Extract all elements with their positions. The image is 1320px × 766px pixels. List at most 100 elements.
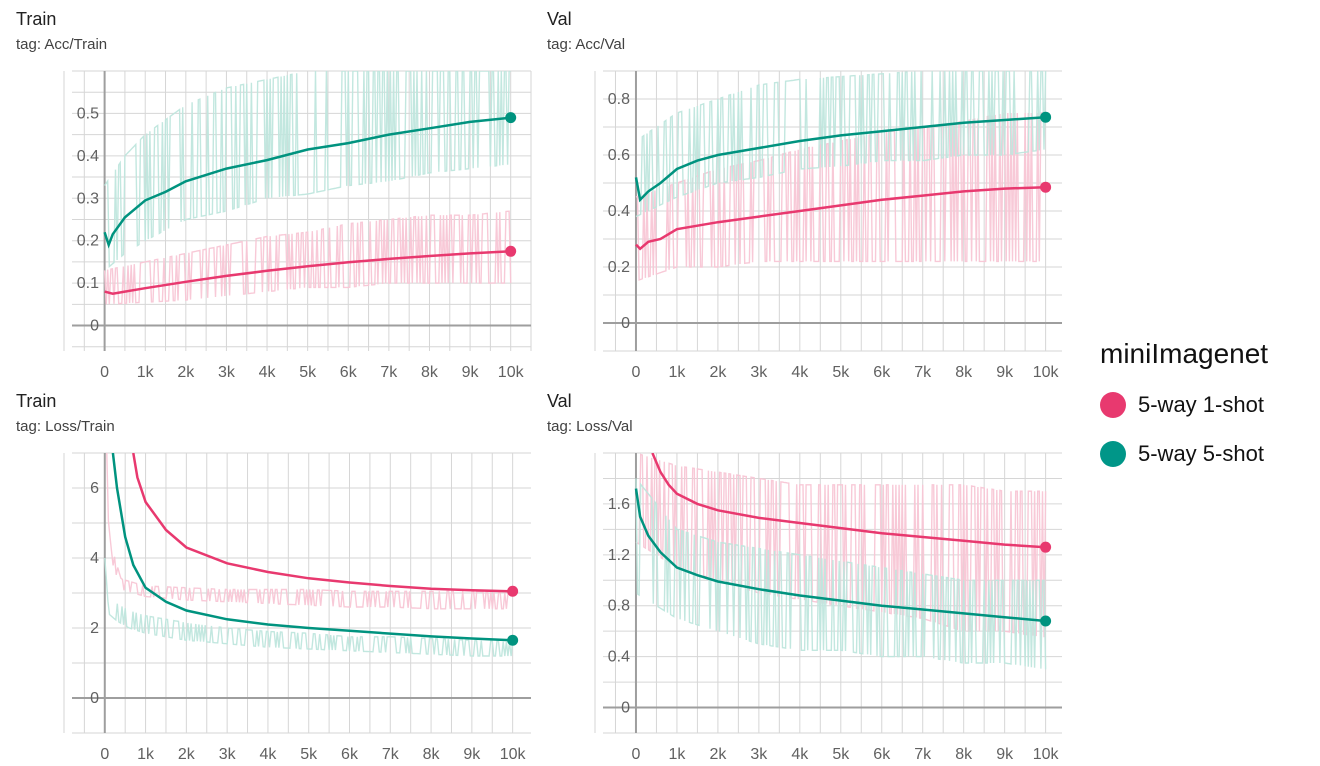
x-tick-label: 10k <box>500 746 527 763</box>
acc-train-panel: Train tag: Acc/Train 0 1k 2k 3k 4k 5k 6k 7k 8k 9k… <box>16 9 536 381</box>
y-tick-label: 0.6 <box>608 147 630 164</box>
y-tick-label: 0 <box>621 700 630 717</box>
x-tick-label: 5k <box>300 746 318 763</box>
x-tick-label: 8k <box>423 746 441 763</box>
chart-title: Train <box>16 391 57 411</box>
raw-series-5shot <box>104 557 514 657</box>
legend-item-5shot[interactable]: 5-way 5-shot <box>1100 429 1315 478</box>
x-tick-label: 3k <box>750 364 768 381</box>
raw-series-5shot <box>635 478 1047 670</box>
x-tick-label: 5k <box>299 364 317 381</box>
smoothed-line-5shot <box>111 453 513 642</box>
smoothed-line-1shot <box>132 453 513 593</box>
x-tick-label: 7k <box>914 364 932 381</box>
acc-val-chart: 0 1k 2k 3k 4k 5k 6k 7k 8k 9k 10k 0 0.2 0.4 0.6 0.8 <box>594 70 1062 381</box>
raw-series-1shot <box>106 453 513 610</box>
raw-series-5shot <box>635 71 1047 218</box>
chart-tag: tag: Acc/Val <box>547 36 626 53</box>
y-tick-label: 2 <box>90 620 99 637</box>
x-tick-label: 5k <box>832 746 850 763</box>
smoothed-line-1shot <box>651 453 1046 549</box>
smoothed-line-1shot <box>635 185 1046 251</box>
acc-val-panel: Val tag: Acc/Val 0 1k 2k 3k 4k 5k 6k 7k 8k 9k 10k 0… <box>547 9 1067 381</box>
smoothed-line-5shot <box>634 115 1046 203</box>
legend-item-1shot[interactable]: 5-way 1-shot <box>1100 380 1315 429</box>
x-tick-label: 3k <box>219 746 237 763</box>
smoothed-line-5shot <box>634 488 1046 623</box>
x-tick-label: 6k <box>340 364 358 381</box>
raw-series-1shot <box>103 210 512 305</box>
end-point-5shot <box>505 112 517 124</box>
chart-tag: tag: Loss/Train <box>16 418 115 435</box>
x-tick-label: 1k <box>668 746 686 763</box>
x-tick-label: 3k <box>218 364 236 381</box>
end-point-5shot <box>1040 615 1052 627</box>
x-tick-label: 2k <box>709 364 727 381</box>
x-tick-label: 9k <box>462 364 480 381</box>
legend-label: 5-way 1-shot <box>1138 391 1264 417</box>
x-tick-label: 6k <box>873 364 891 381</box>
y-tick-label: 0.4 <box>77 148 99 165</box>
legend-title: miniImagenet <box>1100 338 1269 369</box>
x-tick-label: 8k <box>421 364 439 381</box>
y-tick-label: 0.1 <box>77 275 99 292</box>
x-tick-label: 4k <box>791 364 809 381</box>
legend-dot-icon <box>1100 391 1126 418</box>
y-tick-label: 0 <box>621 315 630 332</box>
y-tick-label: 0.8 <box>608 598 630 615</box>
x-tick-label: 9k <box>996 364 1014 381</box>
y-tick-label: 0 <box>90 318 99 335</box>
x-tick-label: 9k <box>996 746 1014 763</box>
x-tick-label: 10k <box>1033 364 1060 381</box>
x-tick-label: 6k <box>873 746 891 763</box>
y-tick-label: 1.2 <box>608 547 630 564</box>
end-point-1shot <box>507 585 519 597</box>
x-tick-label: 10k <box>1033 746 1060 763</box>
y-tick-label: 0.5 <box>77 105 99 122</box>
x-tick-label: 2k <box>177 364 195 381</box>
x-tick-label: 7k <box>914 746 932 763</box>
x-tick-label: 0 <box>632 746 641 763</box>
x-tick-label: 5k <box>832 364 850 381</box>
acc-train-chart: 0 1k 2k 3k 4k 5k 6k 7k 8k 9k 10k 0 0.1 0.2 0.3 0.4 0.5 <box>63 70 532 381</box>
chart-tag: tag: Loss/Val <box>547 418 633 435</box>
y-tick-label: 6 <box>90 480 99 497</box>
y-tick-label: 0 <box>90 690 99 707</box>
raw-series-5shot <box>104 71 511 268</box>
x-tick-label: 10k <box>498 364 525 381</box>
smoothed-line-5shot <box>103 116 511 249</box>
y-tick-label: 0.2 <box>77 233 99 250</box>
y-tick-label: 0.4 <box>608 203 630 220</box>
x-tick-label: 2k <box>178 746 196 763</box>
x-tick-label: 8k <box>955 746 973 763</box>
x-tick-label: 2k <box>709 746 727 763</box>
x-tick-label: 7k <box>380 364 398 381</box>
x-tick-label: 4k <box>791 746 809 763</box>
legend: miniImagenet 5-way 1-shot 5-way 5-shot <box>1100 338 1315 478</box>
x-tick-label: 1k <box>137 746 155 763</box>
end-point-5shot <box>507 634 519 646</box>
x-tick-label: 9k <box>463 746 481 763</box>
loss-val-panel: Val tag: Loss/Val 0 1k 2k 3k 4k 5k 6k 7k 8k 9k 10k… <box>547 391 1067 763</box>
x-tick-label: 0 <box>100 364 109 381</box>
x-tick-label: 8k <box>955 364 973 381</box>
legend-dot-icon <box>1100 440 1126 467</box>
x-tick-label: 0 <box>100 746 109 763</box>
y-tick-label: 1.6 <box>608 496 630 513</box>
y-tick-label: 0.4 <box>608 649 630 666</box>
chart-title: Val <box>547 391 572 411</box>
loss-train-panel: Train tag: Loss/Train 0 1k 2k 3k 4k 5k 6k 7k 8k 9… <box>16 391 536 763</box>
chart-tag: tag: Acc/Train <box>16 36 108 53</box>
x-tick-label: 0 <box>632 364 641 381</box>
end-point-1shot <box>1040 181 1052 193</box>
end-point-5shot <box>1040 111 1052 123</box>
y-tick-label: 0.2 <box>608 259 630 276</box>
loss-val-chart: 0 1k 2k 3k 4k 5k 6k 7k 8k 9k 10k 0 0.4 0.8 1.2 1.6 <box>594 452 1062 763</box>
chart-title: Val <box>547 9 572 29</box>
y-tick-label: 4 <box>90 550 99 567</box>
x-tick-label: 7k <box>382 746 400 763</box>
x-tick-label: 3k <box>750 746 768 763</box>
y-tick-label: 0.8 <box>608 91 630 108</box>
chart-title: Train <box>16 9 57 29</box>
loss-train-chart: 0 1k 2k 3k 4k 5k 6k 7k 8k 9k 10k 0 2 4 6 <box>63 452 531 763</box>
